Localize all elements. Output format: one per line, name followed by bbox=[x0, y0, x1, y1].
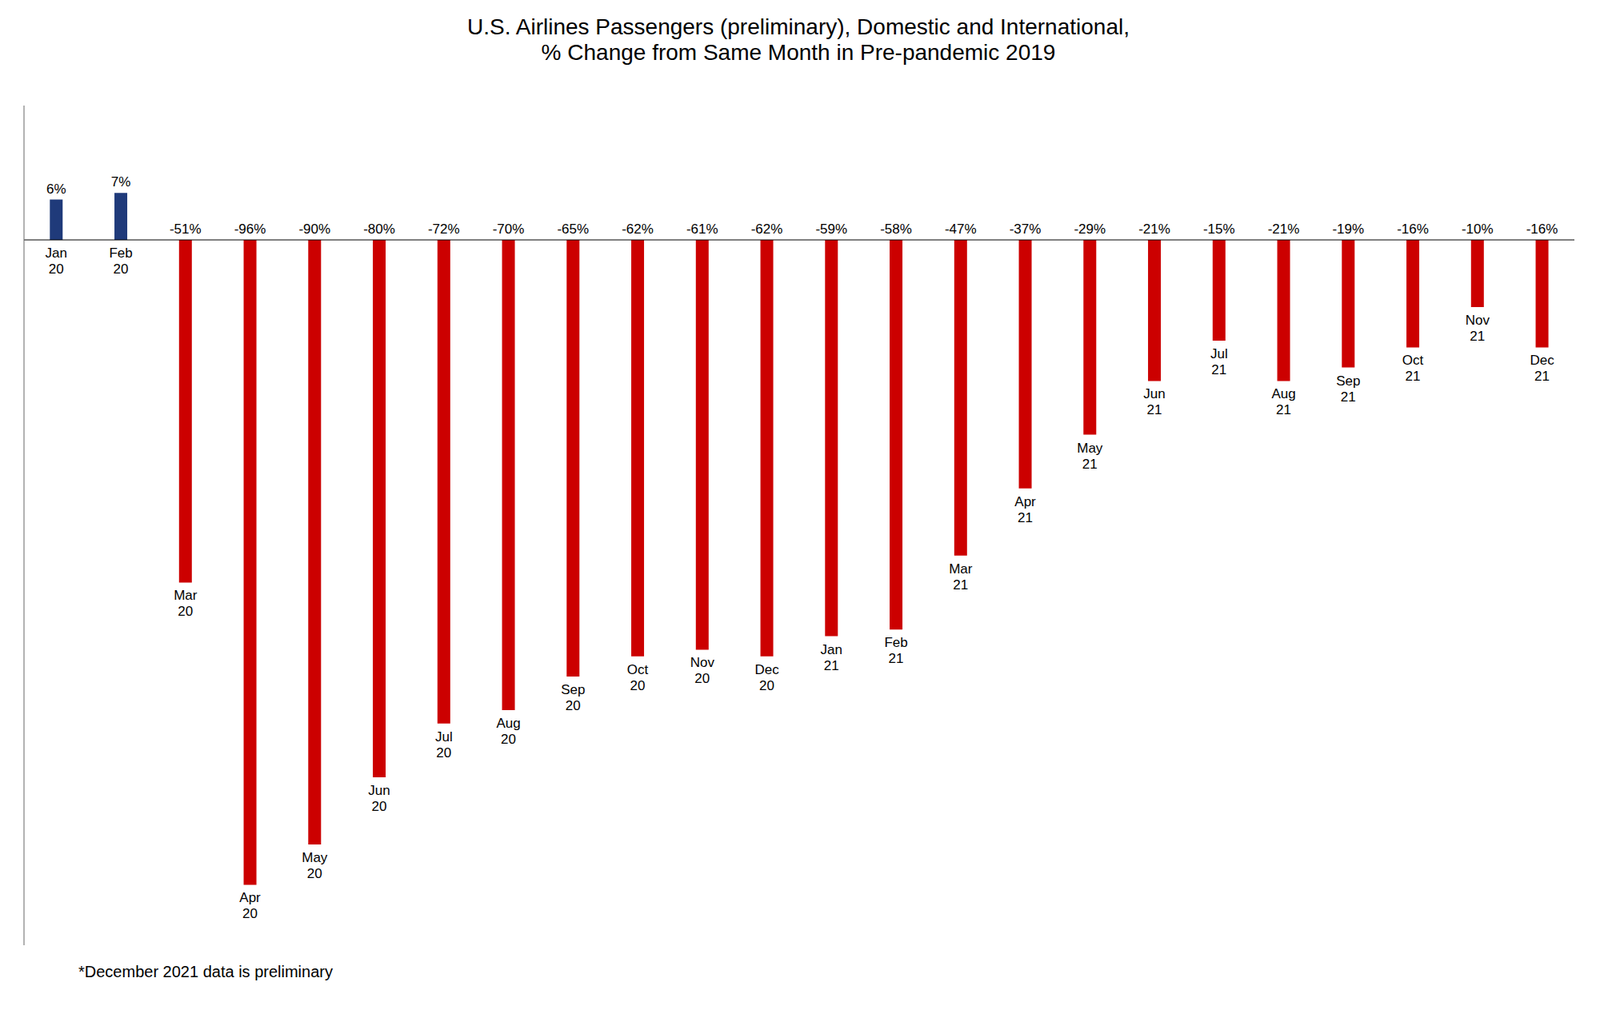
svg-text:Feb21: Feb21 bbox=[884, 635, 908, 667]
svg-text:Apr20: Apr20 bbox=[239, 890, 261, 922]
svg-text:-65%: -65% bbox=[556, 221, 589, 237]
svg-text:Oct20: Oct20 bbox=[627, 662, 649, 694]
svg-text:Sep21: Sep21 bbox=[1336, 373, 1360, 405]
svg-text:Mar21: Mar21 bbox=[948, 561, 973, 593]
svg-text:-47%: -47% bbox=[944, 221, 977, 237]
svg-text:Aug21: Aug21 bbox=[1271, 386, 1296, 418]
svg-text:Apr21: Apr21 bbox=[1014, 494, 1036, 526]
svg-text:-51%: -51% bbox=[169, 221, 202, 237]
svg-text:-80%: -80% bbox=[363, 221, 396, 237]
svg-text:-21%: -21% bbox=[1138, 221, 1171, 237]
svg-text:Feb20: Feb20 bbox=[108, 245, 132, 277]
svg-text:6%: 6% bbox=[46, 181, 67, 197]
svg-text:-61%: -61% bbox=[686, 221, 719, 237]
html-text:U.S. Airlines Passengers (prel: U.S. Airlines Passengers (preliminary), … bbox=[467, 14, 1130, 40]
svg-text:-10%: -10% bbox=[1461, 221, 1494, 237]
svg-text:-21%: -21% bbox=[1268, 221, 1300, 237]
svg-text:-62%: -62% bbox=[621, 221, 654, 237]
svg-text:Dec20: Dec20 bbox=[754, 662, 780, 694]
svg-text:-59%: -59% bbox=[815, 221, 848, 237]
svg-text:-16%: -16% bbox=[1526, 221, 1559, 237]
html-text:*December 2021 data is prelimi: *December 2021 data is preliminary bbox=[78, 963, 333, 981]
svg-text:Sep20: Sep20 bbox=[560, 682, 585, 714]
svg-text:Mar20: Mar20 bbox=[173, 588, 198, 620]
svg-text:Jul21: Jul21 bbox=[1210, 346, 1228, 378]
svg-text:-15%: -15% bbox=[1203, 221, 1236, 237]
svg-text:7%: 7% bbox=[111, 174, 132, 190]
svg-text:Jan20: Jan20 bbox=[45, 245, 68, 277]
svg-text:Aug20: Aug20 bbox=[496, 716, 520, 748]
svg-text:Jun20: Jun20 bbox=[368, 783, 390, 815]
svg-text:-96%: -96% bbox=[234, 221, 267, 237]
svg-text:May21: May21 bbox=[1076, 440, 1104, 472]
svg-text:Dec21: Dec21 bbox=[1529, 352, 1555, 384]
svg-text:-70%: -70% bbox=[492, 221, 525, 237]
svg-text:-72%: -72% bbox=[428, 221, 460, 237]
svg-text:Nov20: Nov20 bbox=[690, 655, 716, 687]
svg-text:-16%: -16% bbox=[1396, 221, 1429, 237]
svg-text:-37%: -37% bbox=[1009, 221, 1042, 237]
svg-text:-19%: -19% bbox=[1332, 221, 1364, 237]
svg-text:Oct21: Oct21 bbox=[1402, 352, 1424, 384]
svg-text:-29%: -29% bbox=[1073, 221, 1106, 237]
svg-text:Jan21: Jan21 bbox=[820, 642, 843, 674]
svg-text:-90%: -90% bbox=[298, 221, 331, 237]
svg-text:-62%: -62% bbox=[751, 221, 784, 237]
svg-text:-58%: -58% bbox=[880, 221, 912, 237]
html-text:% Change from Same Month in Pr: % Change from Same Month in Pre-pandemic… bbox=[541, 40, 1056, 65]
svg-text:May20: May20 bbox=[301, 850, 328, 882]
svg-text:Jun21: Jun21 bbox=[1143, 386, 1165, 418]
svg-text:Jul20: Jul20 bbox=[435, 729, 453, 761]
svg-text:Nov21: Nov21 bbox=[1465, 312, 1491, 344]
